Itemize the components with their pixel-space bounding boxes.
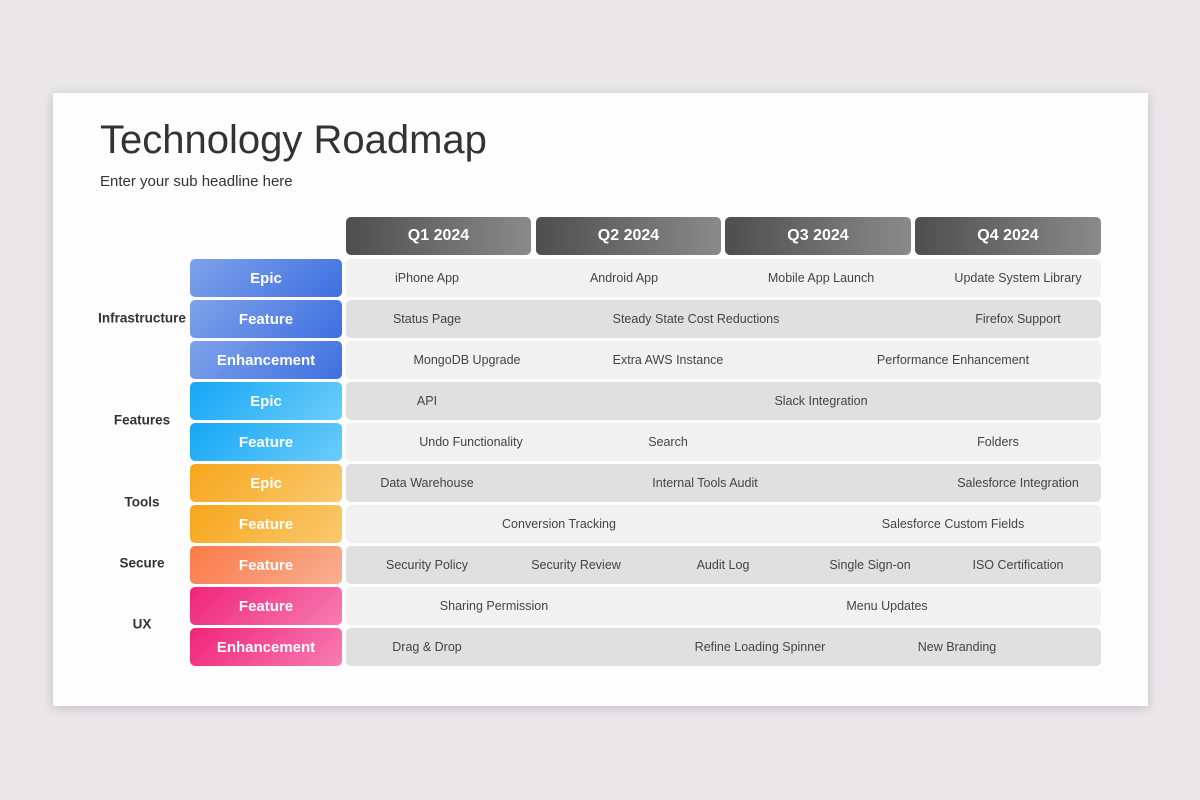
roadmap-item: Status Page: [392, 312, 462, 326]
roadmap-item: Security Policy: [386, 558, 468, 572]
roadmap-item: ISO Certification: [972, 558, 1064, 572]
roadmap-row: [346, 546, 1101, 584]
roadmap-row: [346, 341, 1101, 379]
group-label-tools: Tools: [124, 494, 160, 510]
roadmap-item: Security Review: [531, 558, 621, 572]
roadmap-item: Data Warehouse: [380, 476, 474, 490]
row-type-label-enhancement: Enhancement: [190, 341, 342, 379]
roadmap-row: [346, 628, 1101, 666]
roadmap-item: Firefox Support: [975, 312, 1061, 326]
row-type-label-epic: Epic: [190, 382, 342, 420]
roadmap-item: Menu Updates: [846, 599, 928, 613]
roadmap-item: MongoDB Upgrade: [413, 353, 521, 367]
roadmap-item: Internal Tools Audit: [652, 476, 758, 490]
row-type-label-enhancement: Enhancement: [190, 628, 342, 666]
roadmap-item: Salesforce Custom Fields: [881, 517, 1025, 531]
group-label-infrastructure: Infrastructure: [98, 310, 186, 326]
roadmap-row: [346, 259, 1101, 297]
quarter-header-q3: Q3 2024: [725, 217, 911, 255]
roadmap-item: Android App: [589, 271, 659, 285]
row-type-label-epic: Epic: [190, 464, 342, 502]
roadmap-item: Extra AWS Instance: [612, 353, 724, 367]
group-label-secure: Secure: [119, 555, 165, 571]
row-type-label-feature: Feature: [190, 546, 342, 584]
roadmap-item: Sharing Permission: [439, 599, 549, 613]
roadmap-row: [346, 464, 1101, 502]
roadmap-item: Drag & Drop: [392, 640, 462, 654]
roadmap-item: Refine Loading Spinner: [694, 640, 826, 654]
roadmap-row: [346, 423, 1101, 461]
page-title: Technology Roadmap: [100, 118, 487, 162]
quarter-header-q1: Q1 2024: [346, 217, 531, 255]
roadmap-item: Performance Enhancement: [876, 353, 1030, 367]
row-type-label-feature: Feature: [190, 300, 342, 338]
row-type-label-feature: Feature: [190, 505, 342, 543]
roadmap-item: Mobile App Launch: [767, 271, 875, 285]
quarter-header-q4: Q4 2024: [915, 217, 1101, 255]
roadmap-row: [346, 300, 1101, 338]
roadmap-item: iPhone App: [395, 271, 459, 285]
group-label-ux: UX: [132, 616, 152, 632]
roadmap-item: Steady State Cost Reductions: [612, 312, 780, 326]
row-type-label-epic: Epic: [190, 259, 342, 297]
roadmap-item: Folders: [977, 435, 1019, 449]
roadmap-row: [346, 382, 1101, 420]
roadmap-item: Salesforce Integration: [957, 476, 1079, 490]
roadmap-item: Audit Log: [696, 558, 750, 572]
page-subtitle: Enter your sub headline here: [100, 173, 293, 190]
roadmap-item: Conversion Tracking: [502, 517, 616, 531]
roadmap-item: Single Sign-on: [829, 558, 911, 572]
roadmap-row: [346, 587, 1101, 625]
roadmap-item: Slack Integration: [774, 394, 868, 408]
quarter-header-q2: Q2 2024: [536, 217, 721, 255]
roadmap-item: Update System Library: [954, 271, 1082, 285]
row-type-label-feature: Feature: [190, 423, 342, 461]
roadmap-item: Search: [648, 435, 688, 449]
roadmap-row: [346, 505, 1101, 543]
group-label-features: Features: [113, 412, 171, 428]
roadmap-item: New Branding: [917, 640, 997, 654]
roadmap-item: API: [416, 394, 438, 408]
row-type-label-feature: Feature: [190, 587, 342, 625]
roadmap-item: Undo Functionality: [419, 435, 523, 449]
